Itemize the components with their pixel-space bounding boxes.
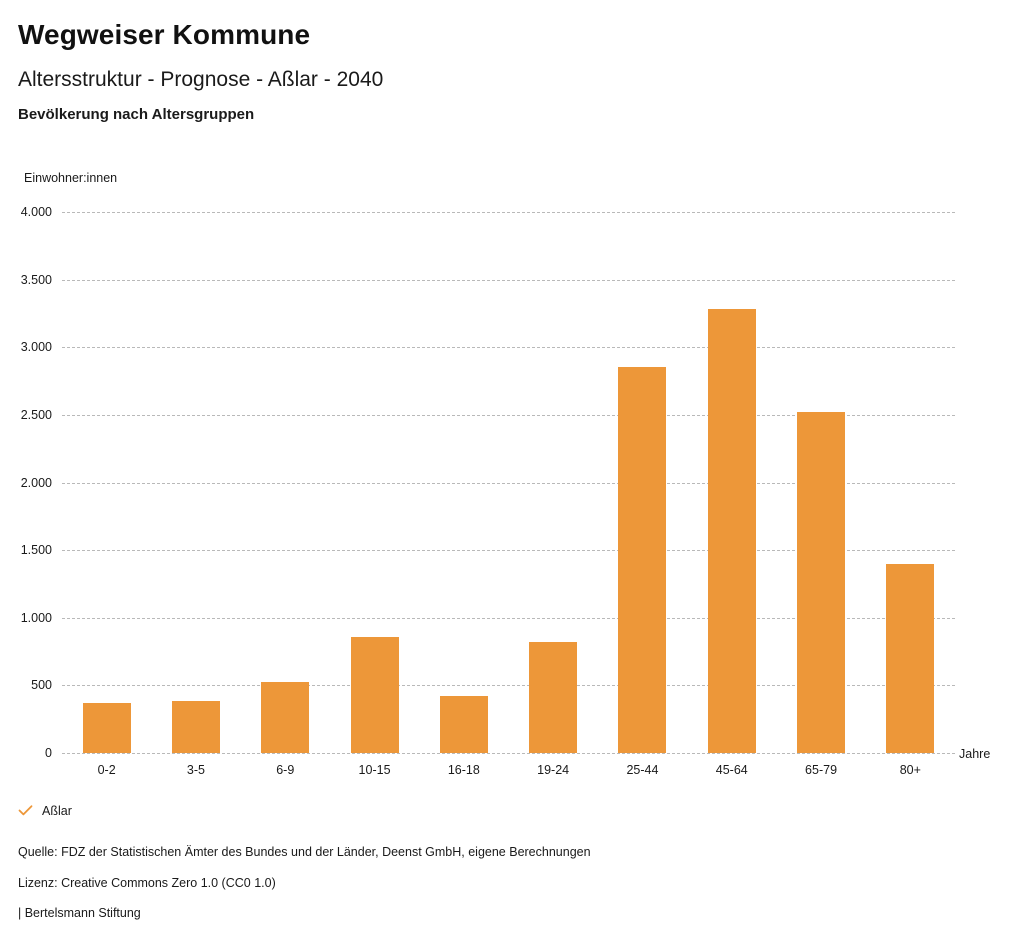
- x-axis-tick-labels: 0-2 3-5 6-9 10-15 16-18 19-24 25-44 45-64 65-79 8…: [62, 763, 955, 785]
- plot-area: [62, 212, 955, 754]
- bar[interactable]: [350, 637, 399, 753]
- y-axis-tick-label: 4.000: [20, 205, 52, 219]
- x-axis-title: Jahre: [959, 747, 991, 761]
- legend-item-label: Aßlar: [42, 803, 72, 818]
- y-axis-tick-label: 2.000: [20, 475, 52, 490]
- y-axis-tick-label: 1.500: [20, 543, 52, 558]
- y-axis-tick-label: 2.500: [20, 407, 52, 422]
- x-axis-tick-label: 16-18: [447, 763, 480, 777]
- gridline: [62, 753, 955, 754]
- x-axis-tick-label: 45-64: [715, 763, 748, 777]
- y-axis-title: Einwohner:innen: [24, 171, 118, 185]
- gridline: [62, 414, 955, 416]
- bar-chart: Einwohner:innen 0-2 3-5 6-9 10-15 16-18 19-24…: [20, 171, 991, 785]
- gridline: [62, 617, 955, 619]
- bar[interactable]: [618, 366, 667, 753]
- bar-series-asslar: [62, 212, 955, 753]
- y-axis-tick-label: 3.000: [20, 340, 52, 355]
- y-axis-tick-label: 0: [45, 746, 52, 760]
- x-axis-tick-label: 65-79: [805, 763, 838, 777]
- gridline: [62, 685, 955, 687]
- x-axis-tick-label: 19-24: [537, 763, 570, 777]
- y-axis-tick-label: 1.000: [20, 610, 52, 625]
- bar[interactable]: [529, 642, 578, 753]
- footer-source: Quelle: FDZ der Statistischen Ämter des …: [18, 845, 591, 859]
- bar[interactable]: [261, 682, 310, 753]
- x-axis-tick-label: 10-15: [358, 763, 391, 777]
- x-axis-tick-label: 3-5: [186, 763, 205, 777]
- gridline: [62, 482, 955, 484]
- bar[interactable]: [886, 563, 935, 753]
- bar[interactable]: [82, 702, 131, 753]
- check-icon: [18, 803, 33, 818]
- x-axis-tick-label: 25-44: [626, 763, 659, 777]
- x-axis-tick-label: 80+: [899, 763, 921, 777]
- bar[interactable]: [171, 700, 220, 753]
- chart-subtitle: Altersstruktur - Prognose - Aßlar - 2040: [18, 68, 384, 91]
- bar[interactable]: [797, 411, 846, 753]
- page-title: Wegweiser Kommune: [18, 19, 311, 50]
- gridline: [62, 550, 955, 552]
- footer-publisher: | Bertelsmann Stiftung: [18, 906, 141, 920]
- x-axis-tick-label: 0-2: [97, 763, 116, 777]
- y-axis-tick-label: 500: [31, 678, 52, 693]
- bar[interactable]: [707, 308, 756, 753]
- y-axis-tick-label: 3.500: [20, 272, 52, 287]
- gridline: [62, 347, 955, 349]
- footer-license: Lizenz: Creative Commons Zero 1.0 (CC0 1…: [18, 876, 276, 890]
- gridline: [62, 279, 955, 281]
- x-axis-tick-label: 6-9: [276, 763, 295, 777]
- bar[interactable]: [439, 696, 488, 753]
- gridline: [62, 212, 955, 213]
- chart-description: Bevölkerung nach Altersgruppen: [18, 106, 255, 123]
- chart-legend[interactable]: Aßlar: [18, 803, 72, 818]
